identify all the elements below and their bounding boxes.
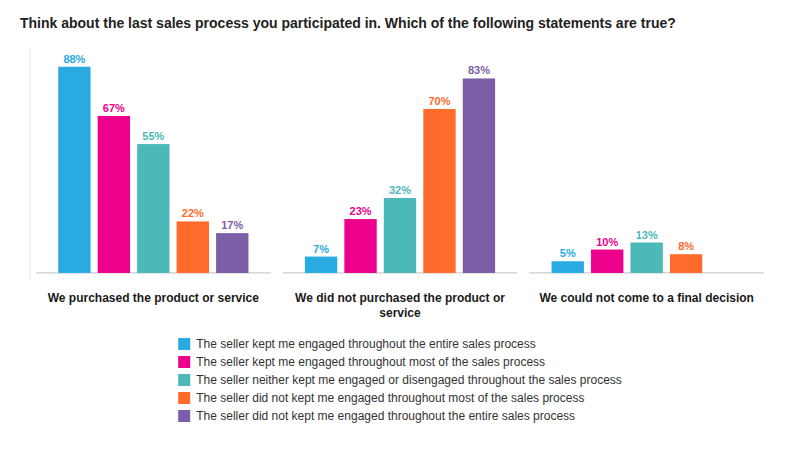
bar: [552, 261, 584, 273]
data-label: 70%: [428, 95, 450, 107]
data-label: 13%: [636, 229, 658, 241]
bar: [344, 219, 376, 273]
category-label: We did not purchased the product orservi…: [295, 291, 505, 320]
bar: [463, 78, 495, 273]
data-label: 83%: [468, 64, 490, 76]
bar: [177, 221, 209, 273]
legend: The seller kept me engaged throughout th…: [178, 337, 622, 423]
bar: [137, 144, 169, 273]
legend-swatch: [178, 392, 190, 404]
bar: [591, 250, 623, 273]
legend-label: The seller did not kept me engaged throu…: [196, 391, 584, 405]
bar: [98, 116, 130, 273]
bar: [670, 254, 702, 273]
data-labels: 88% 67% 55% 22% 17% 7% 23% 32% 70% 83% 5% 10% 13% 8%: [63, 53, 694, 260]
data-label: 88%: [63, 53, 85, 65]
bar: [216, 233, 248, 273]
legend-swatch: [178, 356, 190, 368]
data-label: 17%: [221, 219, 243, 231]
data-label: 67%: [103, 102, 125, 114]
bars: [58, 67, 702, 273]
y-axis-line: [30, 48, 31, 280]
legend-label: The seller kept me engaged throughout th…: [196, 337, 536, 351]
bar: [305, 257, 337, 273]
data-label: 7%: [313, 243, 329, 255]
bar: [423, 109, 455, 273]
data-label: 22%: [182, 207, 204, 219]
title: Think about the last sales process you p…: [20, 15, 676, 31]
legend-label: The seller did not kept me engaged throu…: [196, 409, 575, 423]
chart: Think about the last sales process you p…: [0, 0, 800, 468]
category-label: We could not come to a final decision: [539, 291, 753, 305]
data-label: 32%: [389, 184, 411, 196]
bar: [58, 67, 90, 273]
legend-label: The seller neither kept me engaged or di…: [196, 373, 622, 387]
data-label: 8%: [678, 240, 694, 252]
data-label: 10%: [596, 236, 618, 248]
data-label: 55%: [142, 130, 164, 142]
bar: [384, 198, 416, 273]
data-label: 5%: [560, 247, 576, 259]
legend-swatch: [178, 374, 190, 386]
bar: [630, 243, 662, 273]
legend-label: The seller kept me engaged throughout mo…: [196, 355, 545, 369]
data-label: 23%: [350, 205, 372, 217]
legend-swatch: [178, 410, 190, 422]
category-label: We purchased the product or service: [48, 291, 259, 305]
legend-swatch: [178, 338, 190, 350]
